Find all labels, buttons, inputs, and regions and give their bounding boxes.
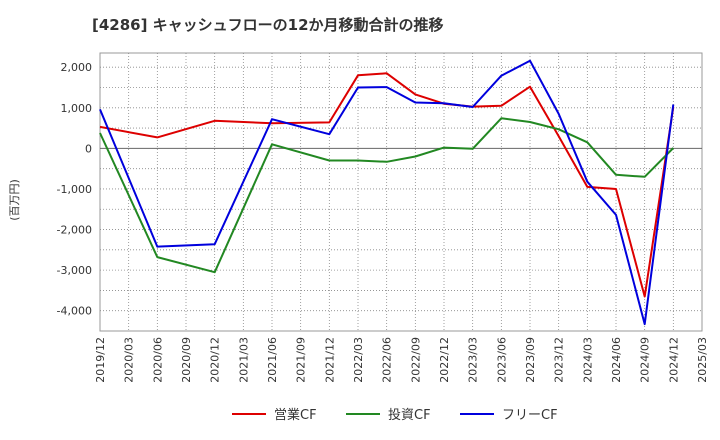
x-tick-label: 2022/12 <box>438 337 451 383</box>
x-tick-label: 2020/09 <box>180 337 193 383</box>
x-tick-label: 2019/12 <box>94 337 107 383</box>
x-tick-label: 2023/09 <box>524 337 537 383</box>
x-tick-label: 2025/03 <box>696 337 709 383</box>
x-tick-label: 2021/03 <box>237 337 250 383</box>
y-axis-ticks: 2,000 1,000 0 -1,000 -2,000 -3,000 -4,000 <box>57 61 92 318</box>
grid <box>100 53 702 331</box>
x-tick-label: 2023/03 <box>467 337 480 383</box>
y-tick-label: 0 <box>85 142 92 155</box>
series-line-3 <box>99 59 675 326</box>
x-tick-label: 2021/12 <box>323 337 336 383</box>
x-tick-label: 2024/09 <box>639 337 652 383</box>
x-tick-label: 2023/06 <box>495 337 508 383</box>
series-lines <box>99 59 675 326</box>
x-tick-label: 2024/03 <box>581 337 594 383</box>
legend: 営業CF 投資CF フリーCF <box>232 407 558 423</box>
legend-label-3: フリーCF <box>502 408 558 423</box>
y-tick-label: 2,000 <box>61 61 93 74</box>
legend-label-2: 投資CF <box>388 407 431 423</box>
legend-label-1: 営業CF <box>274 407 317 423</box>
y-tick-label: -2,000 <box>57 224 92 237</box>
x-tick-label: 2020/12 <box>209 337 222 383</box>
x-tick-label: 2020/03 <box>123 337 136 383</box>
x-tick-label: 2021/06 <box>266 337 279 383</box>
x-tick-label: 2022/09 <box>409 337 422 383</box>
x-tick-label: 2022/06 <box>381 337 394 383</box>
x-axis-ticks: 2019/12 2020/03 2020/06 2020/09 2020/12 2021/… <box>94 337 709 383</box>
y-tick-label: -4,000 <box>57 305 92 318</box>
y-axis-label: (百万円) <box>8 179 21 221</box>
x-tick-label: 2021/09 <box>295 337 308 383</box>
chart-title: [4286] キャッシュフローの12か月移動合計の推移 <box>92 16 444 34</box>
y-tick-label: -1,000 <box>57 183 92 196</box>
x-tick-label: 2023/12 <box>553 337 566 383</box>
x-tick-label: 2024/06 <box>610 337 623 383</box>
series-line-2 <box>99 117 675 274</box>
x-tick-label: 2022/03 <box>352 337 365 383</box>
plot-area <box>99 52 703 332</box>
y-tick-label: -3,000 <box>57 264 92 277</box>
y-tick-label: 1,000 <box>61 102 93 115</box>
x-tick-label: 2020/06 <box>151 337 164 383</box>
x-tick-label: 2024/12 <box>667 337 680 383</box>
